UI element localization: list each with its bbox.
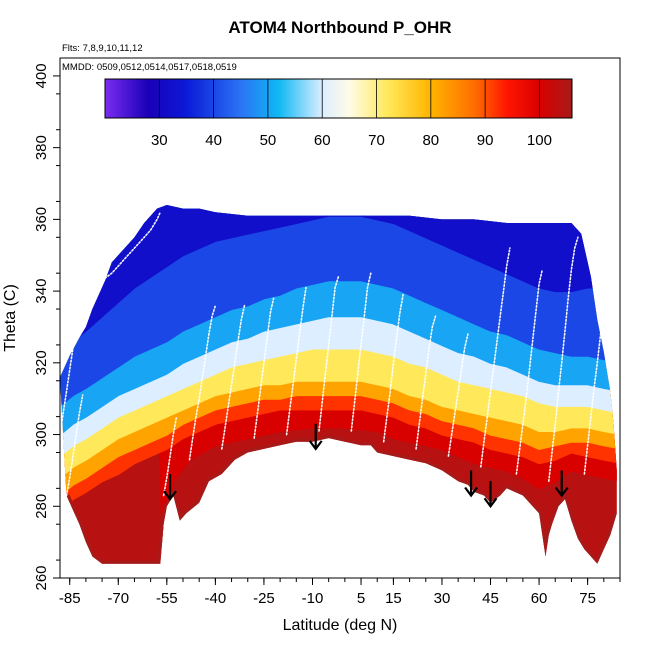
flight-track-7 <box>253 297 275 439</box>
flight-tracks <box>60 211 605 497</box>
flight-track-12 <box>415 315 437 450</box>
colorbar-tick-label: 100 <box>527 132 552 149</box>
y-tick-label: 320 <box>33 350 50 375</box>
flight-track-13 <box>447 333 469 457</box>
flight-track-16 <box>547 236 579 483</box>
colorbar-gradient <box>104 78 573 119</box>
y-tick-label: 300 <box>33 422 50 447</box>
colorbar-tick-label: 80 <box>422 132 439 149</box>
flight-track-2 <box>60 326 77 436</box>
colorbar-tick-label: 90 <box>477 132 494 149</box>
y-tick-label: 280 <box>33 494 50 519</box>
flight-track-4 <box>162 415 178 497</box>
flight-track-5 <box>188 304 217 461</box>
flight-track-6 <box>221 304 246 450</box>
y-axis-title: Theta (C) <box>2 284 19 352</box>
x-tick-label: -25 <box>253 590 275 607</box>
y-tick-label: 260 <box>33 565 50 590</box>
x-tick-label: 75 <box>579 590 596 607</box>
x-tick-label: 15 <box>385 590 402 607</box>
arrow-2 <box>308 423 323 451</box>
x-axis: -85 -70 -55 -40 -25 -10 5 15 30 45 60 75 <box>59 578 621 607</box>
x-tick-label: 60 <box>531 590 548 607</box>
x-tick-label: -85 <box>59 590 81 607</box>
flight-track-8 <box>285 286 307 436</box>
x-tick-label: 5 <box>357 590 365 607</box>
flight-track-3 <box>65 394 84 497</box>
arrow-annotations <box>163 423 569 509</box>
x-tick-label: 45 <box>482 590 499 607</box>
x-axis-title: Latitude (deg N) <box>283 617 398 634</box>
arrow-5 <box>554 470 569 498</box>
flight-track-9 <box>318 275 340 432</box>
y-axis: 260 280 300 320 340 360 380 400 <box>33 63 60 591</box>
flights-note: Flts: 7,8,9,10,11,12 <box>62 43 143 54</box>
colorbar-tick-label: 30 <box>151 132 168 149</box>
plot-frame <box>59 57 621 579</box>
colorbar-tick-label: 40 <box>205 132 222 149</box>
flight-track-14 <box>479 247 511 468</box>
x-tick-label: -70 <box>107 590 129 607</box>
colorbar-tick-label: 70 <box>368 132 385 149</box>
flight-track-15 <box>515 268 544 475</box>
y-tick-label: 340 <box>33 279 50 304</box>
colorbar-tick-label: 50 <box>260 132 277 149</box>
y-tick-label: 400 <box>33 63 50 88</box>
flight-track-17 <box>583 304 605 475</box>
x-tick-label: -55 <box>156 590 178 607</box>
dates-note: MMDD: 0509,0512,0514,0517,0518,0519 <box>62 62 237 73</box>
arrow-1 <box>163 474 177 501</box>
flight-track-11 <box>382 293 404 443</box>
x-tick-label: 30 <box>434 590 451 607</box>
arrow-4 <box>483 481 498 509</box>
field-region-32 <box>60 205 617 359</box>
arrow-3 <box>464 470 478 498</box>
y-tick-label: 360 <box>33 207 50 232</box>
flight-track-10 <box>350 272 372 432</box>
x-tick-label: -10 <box>302 590 324 607</box>
chart-title: ATOM4 Northbound P_OHR <box>228 18 451 37</box>
field-lower-edge <box>63 435 617 564</box>
flight-track-1 <box>91 211 162 285</box>
y-tick-label: 380 <box>33 135 50 160</box>
colorbar: 30 40 50 60 70 80 90 100 <box>104 78 573 149</box>
colorbar-tick-label: 60 <box>314 132 331 149</box>
x-tick-label: -40 <box>205 590 227 607</box>
